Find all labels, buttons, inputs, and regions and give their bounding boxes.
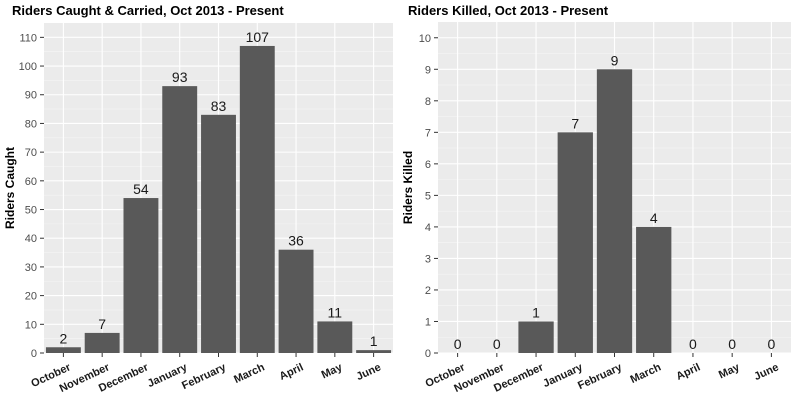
x-category-label: April xyxy=(278,361,306,382)
y-axis-title: Riders Killed xyxy=(401,151,415,224)
data-label: 4 xyxy=(650,210,658,226)
y-tick-label: 20 xyxy=(25,291,37,303)
data-label: 2 xyxy=(59,330,67,346)
bar xyxy=(557,132,593,353)
data-label: 0 xyxy=(454,336,462,352)
bar xyxy=(317,321,353,353)
data-label: 1 xyxy=(370,333,378,349)
x-category-label: February xyxy=(576,361,625,392)
x-category-label: April xyxy=(674,361,702,382)
data-label: 7 xyxy=(571,115,579,131)
y-tick-label: 10 xyxy=(419,33,431,45)
y-tick-label: 7 xyxy=(425,127,431,139)
y-tick-label: 4 xyxy=(425,222,431,234)
data-label: 93 xyxy=(172,69,188,85)
bar xyxy=(84,332,120,353)
y-tick-label: 10 xyxy=(25,319,37,331)
x-category-label: June xyxy=(355,361,383,383)
bar xyxy=(123,198,159,353)
y-tick-label: 0 xyxy=(31,348,37,360)
y-tick-label: 110 xyxy=(19,32,37,44)
y-tick-label: 100 xyxy=(19,61,37,73)
data-label: 107 xyxy=(246,29,270,45)
data-label: 1 xyxy=(532,304,540,320)
x-category-label: February xyxy=(180,361,229,392)
data-label: 83 xyxy=(211,98,227,114)
data-label: 0 xyxy=(493,336,501,352)
y-tick-label: 50 xyxy=(25,205,37,217)
y-tick-label: 70 xyxy=(25,147,37,159)
y-tick-label: 60 xyxy=(25,176,37,188)
data-label: 9 xyxy=(611,52,619,68)
bar xyxy=(45,347,81,353)
y-axis-title: Riders Caught xyxy=(3,147,17,229)
x-category-label: May xyxy=(320,361,345,381)
data-label: 7 xyxy=(98,316,106,332)
y-tick-label: 5 xyxy=(425,190,431,202)
y-tick-label: 90 xyxy=(25,90,37,102)
x-category-label: May xyxy=(717,361,742,381)
bar xyxy=(518,321,554,353)
y-tick-label: 9 xyxy=(425,64,431,76)
y-tick-label: 6 xyxy=(425,159,431,171)
chart-riders-caught-svg: 2754938310736111010203040506070809010011… xyxy=(3,23,393,395)
bar xyxy=(596,69,633,354)
y-tick-label: 8 xyxy=(425,96,431,108)
x-category-label: March xyxy=(232,361,267,386)
data-label: 0 xyxy=(689,336,697,352)
bar xyxy=(201,114,236,354)
bar xyxy=(278,249,314,353)
bar xyxy=(162,86,198,353)
x-category-label: March xyxy=(629,361,664,386)
x-category-label: June xyxy=(752,361,780,383)
data-label: 0 xyxy=(728,336,736,352)
y-tick-label: 1 xyxy=(425,316,431,328)
bar xyxy=(239,45,275,354)
y-tick-label: 0 xyxy=(425,348,431,360)
chart-title: Riders Killed, Oct 2013 - Present xyxy=(408,3,609,18)
chart-riders-caught: 2 7 54 93 83 107 36 11 1 0 10 20 30 40 50 60 70 80 90 100 11… xyxy=(3,3,393,395)
chart-riders-killed: 0 0 1 7 9 4 0 0 0 0 1 2 3 4 5 6 7 8 9 10 October November Dece… xyxy=(400,0,800,400)
data-label: 11 xyxy=(328,304,343,320)
bar xyxy=(356,350,392,353)
y-tick-label: 3 xyxy=(425,253,431,265)
data-label: 36 xyxy=(288,233,304,249)
data-label: 0 xyxy=(767,336,775,352)
y-tick-label: 30 xyxy=(25,262,37,274)
data-label: 54 xyxy=(133,181,149,197)
y-tick-label: 40 xyxy=(25,233,37,245)
chart-title: Riders Caught & Carried, Oct 2013 - Pres… xyxy=(12,3,284,18)
bar xyxy=(636,226,672,353)
y-tick-label: 2 xyxy=(425,285,431,297)
y-tick-label: 80 xyxy=(25,118,37,130)
